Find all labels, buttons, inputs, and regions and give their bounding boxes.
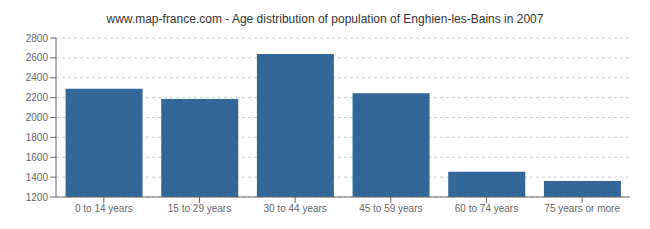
svg-text:2200: 2200 [26,92,49,103]
svg-text:60 to 74 years: 60 to 74 years [455,203,518,214]
html-text:www.map-france.com - Age distr: www.map-france.com - Age distribution of… [106,12,544,26]
svg-text:1800: 1800 [26,132,49,143]
svg-text:2600: 2600 [26,52,49,63]
svg-text:0 to 14 years: 0 to 14 years [75,203,133,214]
svg-text:2400: 2400 [26,72,49,83]
svg-text:2800: 2800 [26,33,49,44]
svg-text:1600: 1600 [26,152,49,163]
svg-text:2000: 2000 [26,112,49,123]
svg-text:30 to 44 years: 30 to 44 years [263,203,326,214]
svg-text:1400: 1400 [26,172,49,183]
svg-text:15 to 29 years: 15 to 29 years [168,203,231,214]
svg-text:45 to 59 years: 45 to 59 years [359,203,422,214]
svg-text:75 years or more: 75 years or more [544,203,620,214]
svg-text:1200: 1200 [26,192,49,203]
